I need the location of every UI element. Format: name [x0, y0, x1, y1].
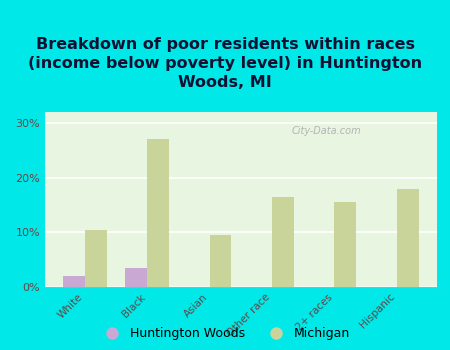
- Legend: Huntington Woods, Michigan: Huntington Woods, Michigan: [100, 327, 350, 340]
- Bar: [63, 276, 85, 287]
- Bar: [397, 189, 418, 287]
- Bar: [125, 268, 147, 287]
- Bar: [334, 202, 356, 287]
- Bar: [272, 197, 294, 287]
- Bar: [147, 139, 169, 287]
- Bar: [85, 230, 107, 287]
- Text: Breakdown of poor residents within races
(income below poverty level) in Hunting: Breakdown of poor residents within races…: [28, 37, 422, 90]
- Text: City-Data.com: City-Data.com: [292, 126, 362, 136]
- Bar: [210, 235, 231, 287]
